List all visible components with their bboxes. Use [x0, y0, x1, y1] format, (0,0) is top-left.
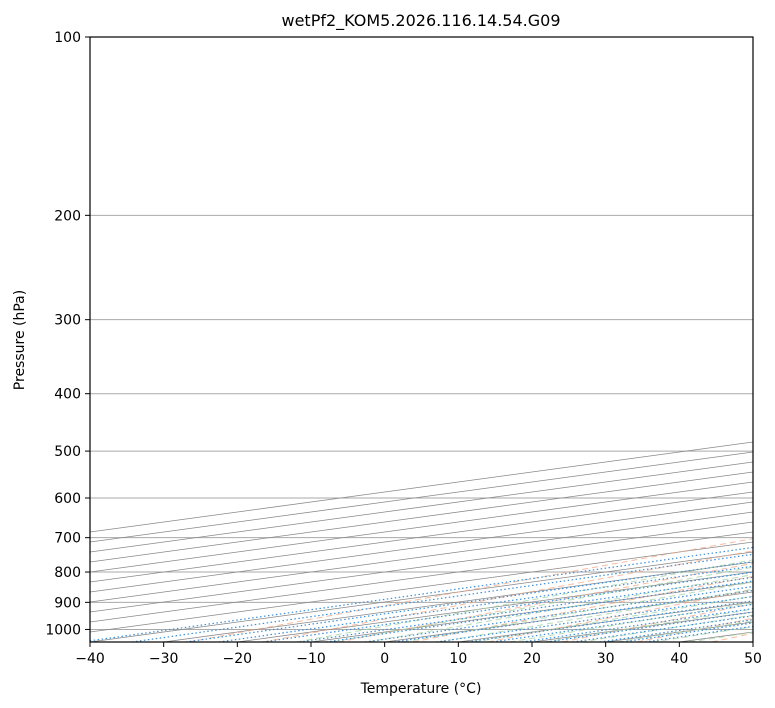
- mixing-ratio-line: [436, 595, 753, 642]
- x-tick-label: 50: [744, 651, 762, 667]
- y-axis-label: Pressure (hPa): [12, 290, 28, 390]
- moist-adiabat: [332, 566, 753, 642]
- plot-frame: [89, 36, 754, 643]
- chart-title: wetPf2_KOM5.2026.116.14.54.G09: [281, 11, 560, 31]
- dry-adiabat: [338, 562, 753, 642]
- moist-adiabat: [403, 581, 753, 642]
- y-axis-ticks: 100 200 300 400 500 600 700 800 900 1000: [45, 30, 90, 638]
- mixing-ratio-line: [467, 600, 753, 642]
- isotherm-line: [90, 481, 753, 573]
- x-axis-label: Temperature (°C): [360, 681, 482, 697]
- x-tick-label: −30: [149, 651, 179, 667]
- dry-adiabat: [188, 538, 753, 642]
- mixing-ratio-line: [131, 553, 753, 642]
- background-lines: [90, 37, 753, 642]
- y-tick-label: 300: [54, 313, 81, 329]
- dry-adiabat: [412, 575, 753, 642]
- moist-adiabat: [438, 588, 753, 642]
- y-tick-label: 900: [54, 595, 81, 611]
- y-tick-label: 400: [54, 387, 81, 403]
- x-tick-label: −40: [75, 651, 105, 667]
- x-tick-label: −10: [296, 651, 326, 667]
- y-tick-label: 100: [54, 30, 81, 46]
- x-tick-label: 10: [449, 651, 467, 667]
- x-tick-label: 20: [523, 651, 541, 667]
- y-tick-label: 200: [54, 208, 81, 224]
- x-tick-label: −20: [223, 651, 253, 667]
- mixing-ratio-line: [185, 561, 753, 642]
- y-tick-label: 800: [54, 565, 81, 581]
- isotherm-line: [90, 451, 753, 543]
- x-tick-label: 40: [670, 651, 688, 667]
- mixing-ratio-line: [90, 546, 753, 642]
- isotherm-line: [90, 511, 753, 603]
- y-tick-label: 600: [54, 491, 81, 507]
- x-axis-ticks: −40 −30 −20 −10 0 10 20 30 40 50: [75, 642, 762, 667]
- isotherm-line: [90, 501, 753, 593]
- x-tick-label: 30: [597, 651, 615, 667]
- mixing-ratio-line: [522, 608, 753, 642]
- isotherm-line: [90, 531, 753, 623]
- y-tick-label: 700: [54, 531, 81, 547]
- isotherm-line: [90, 521, 753, 613]
- moist-adiabat: [367, 574, 753, 642]
- mixing-ratio-line: [492, 603, 753, 642]
- x-tick-label: 0: [380, 651, 389, 667]
- y-tick-label: 1000: [45, 622, 81, 638]
- isotherm-line: [90, 491, 753, 583]
- y-tick-label: 500: [54, 444, 81, 460]
- isotherm-line: [90, 461, 753, 553]
- isotherm-line: [90, 471, 753, 563]
